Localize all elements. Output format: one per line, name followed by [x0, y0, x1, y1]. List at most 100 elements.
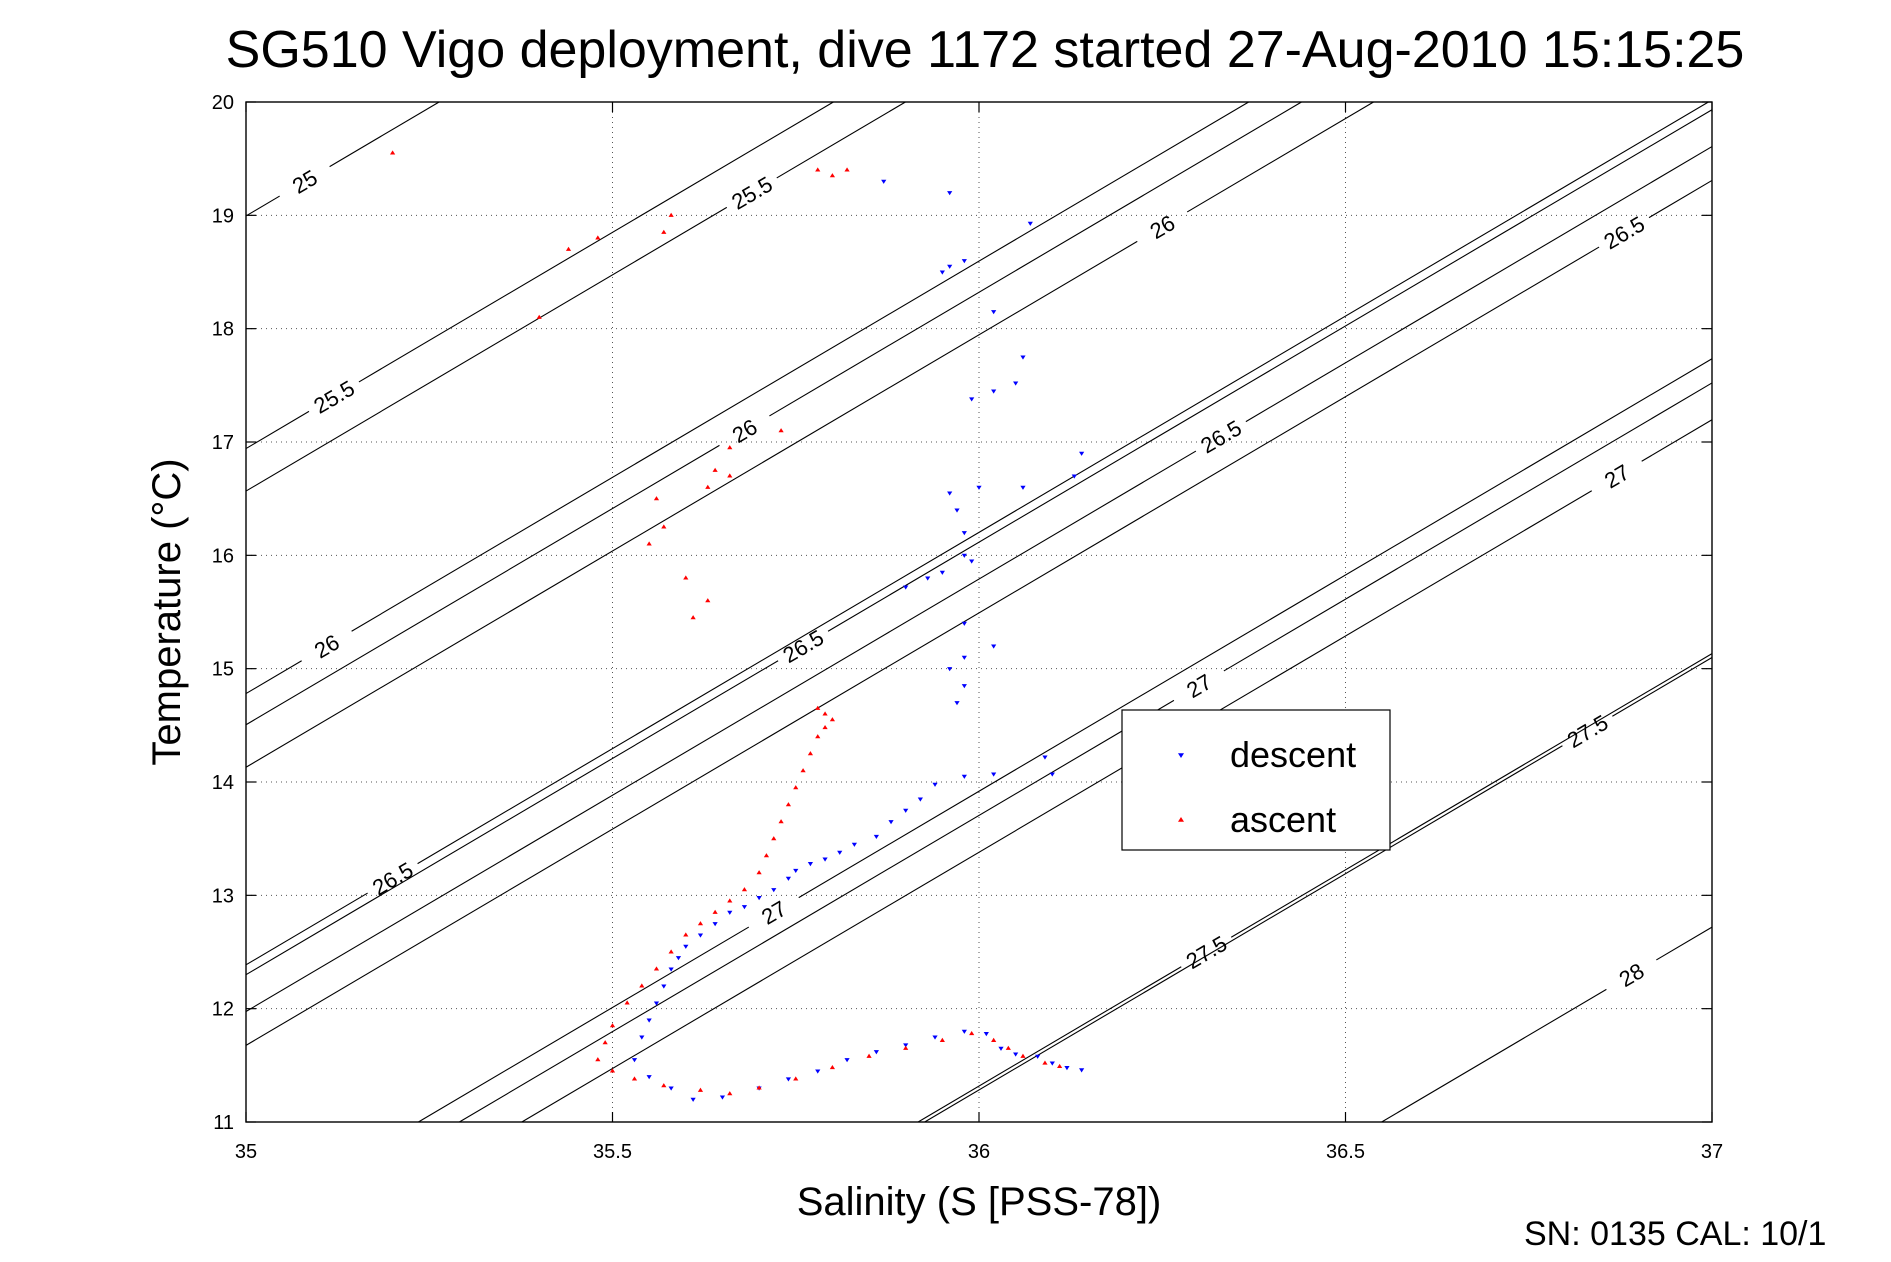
data-point-ascent	[756, 870, 762, 875]
isopycnal-line	[1648, 179, 1713, 219]
data-point-ascent	[602, 1040, 608, 1045]
y-tick-label: 20	[212, 92, 234, 114]
data-point-descent	[756, 896, 762, 901]
data-point-ascent	[683, 575, 689, 580]
data-point-descent	[954, 701, 960, 706]
isopycnal-line	[521, 490, 1593, 1123]
y-tick-label: 11	[213, 1112, 234, 1134]
data-point-descent	[661, 984, 667, 989]
isopycnal-line	[329, 101, 440, 168]
data-point-descent	[998, 1046, 1004, 1051]
data-point-descent	[1049, 1061, 1055, 1066]
data-point-ascent	[668, 212, 674, 217]
x-tick-label: 36.5	[1326, 1141, 1365, 1163]
data-point-ascent	[624, 1000, 630, 1005]
data-point-ascent	[785, 802, 792, 807]
data-point-ascent	[822, 711, 828, 716]
data-point-ascent	[668, 949, 674, 954]
legend-marker-descent	[1178, 753, 1184, 758]
data-point-descent	[690, 1097, 696, 1102]
data-point-ascent	[595, 1057, 601, 1062]
data-point-ascent	[565, 246, 572, 251]
data-point-ascent	[727, 445, 733, 450]
data-point-ascent	[829, 1065, 835, 1070]
data-point-ascent	[646, 541, 652, 546]
data-point-descent	[947, 264, 953, 269]
data-point-ascent	[727, 898, 733, 903]
data-point-ascent	[991, 1037, 997, 1042]
data-point-ascent	[778, 819, 784, 824]
x-tick-label: 35.5	[593, 1141, 632, 1163]
data-point-descent	[991, 389, 997, 394]
legend-marker-ascent	[1178, 817, 1184, 822]
data-point-ascent	[683, 932, 689, 937]
data-point-descent	[873, 834, 879, 839]
data-point-descent	[932, 782, 938, 787]
data-point-descent	[976, 485, 982, 490]
data-point-ascent	[1042, 1060, 1048, 1065]
x-tick-label: 37	[1701, 1141, 1723, 1163]
data-point-ascent	[771, 836, 777, 841]
data-point-descent	[741, 905, 748, 910]
y-tick-label: 16	[212, 545, 234, 567]
data-point-ascent	[712, 909, 718, 914]
data-point-descent	[646, 1018, 652, 1023]
y-axis-label: Temperature (°C)	[145, 458, 189, 765]
data-point-descent	[917, 797, 923, 802]
isopycnal-line	[358, 101, 834, 383]
data-point-descent	[961, 684, 967, 689]
data-point-descent	[1027, 221, 1033, 226]
data-point-descent	[646, 1075, 652, 1080]
data-point-descent	[961, 1029, 967, 1034]
data-point-descent	[947, 667, 953, 672]
data-point-ascent	[822, 725, 828, 730]
data-point-descent	[1064, 1066, 1070, 1071]
isopycnal-line	[924, 745, 1563, 1123]
data-point-descent	[1020, 485, 1026, 490]
data-point-descent	[785, 876, 792, 881]
isopycnal-line	[245, 246, 1600, 1046]
data-point-descent	[1079, 1068, 1085, 1073]
data-point-descent	[807, 862, 814, 867]
y-tick-label: 19	[212, 205, 234, 227]
data-point-descent	[873, 1050, 879, 1055]
data-points	[390, 150, 1085, 1102]
data-point-ascent	[661, 1083, 667, 1088]
data-point-descent	[961, 655, 967, 660]
data-point-descent	[969, 397, 975, 402]
data-point-ascent	[661, 524, 667, 529]
isopycnal-line	[245, 410, 310, 450]
isopycnal-line	[351, 101, 1249, 632]
legend-box	[1121, 709, 1391, 851]
y-tick-label: 15	[212, 659, 234, 681]
data-point-descent	[991, 644, 997, 649]
data-point-ascent	[653, 496, 660, 501]
data-point-descent	[903, 585, 909, 590]
data-point-descent	[1013, 1052, 1019, 1057]
data-point-descent	[1071, 474, 1077, 479]
data-point-ascent	[690, 615, 696, 620]
legend: descent ascent	[1121, 709, 1391, 851]
data-point-descent	[785, 1077, 792, 1082]
data-point-ascent	[1057, 1063, 1063, 1069]
data-point-ascent	[639, 983, 645, 988]
isopycnal-line	[245, 240, 1138, 768]
y-tick-label: 12	[212, 999, 234, 1021]
data-point-descent	[668, 1086, 674, 1091]
data-point-ascent	[536, 314, 542, 319]
y-tick-label: 17	[212, 432, 234, 454]
data-point-ascent	[778, 428, 784, 433]
data-point-ascent	[705, 484, 711, 489]
data-point-descent	[983, 1032, 989, 1037]
isopycnal-line	[769, 101, 1302, 417]
isopycnal-line	[245, 444, 720, 726]
data-point-ascent	[815, 167, 821, 172]
data-point-ascent	[609, 1068, 616, 1073]
isopycnal-line	[245, 450, 1197, 1012]
isopycnal-line	[1656, 926, 1713, 961]
data-point-descent	[903, 808, 909, 813]
data-point-descent	[954, 508, 960, 513]
data-point-descent	[712, 922, 718, 927]
data-point-descent	[1042, 755, 1048, 760]
chart-title: SG510 Vigo deployment, dive 1172 started…	[226, 21, 1745, 79]
